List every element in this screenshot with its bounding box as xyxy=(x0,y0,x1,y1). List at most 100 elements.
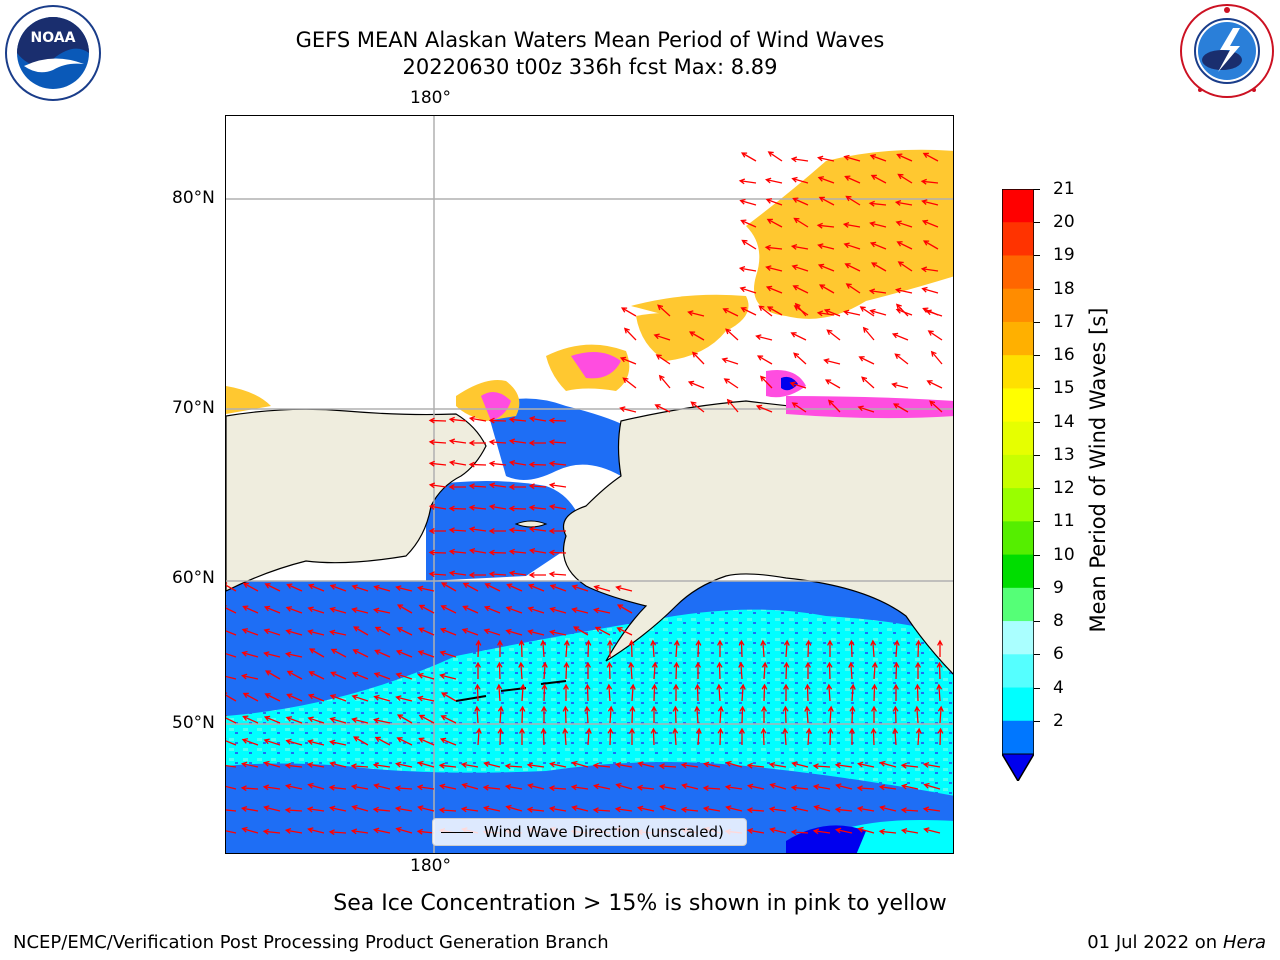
wave-direction-arrow xyxy=(673,661,680,680)
wave-direction-arrow xyxy=(717,727,724,746)
wave-direction-arrow xyxy=(783,639,790,658)
wave-direction-arrow xyxy=(448,570,467,577)
wave-direction-arrow xyxy=(620,307,637,317)
colorbar-segment xyxy=(1002,654,1034,689)
wave-direction-arrow xyxy=(740,307,757,316)
wave-direction-arrow xyxy=(926,380,943,389)
wave-direction-arrow xyxy=(519,727,525,745)
wave-direction-arrow xyxy=(937,727,944,746)
wave-direction-arrow xyxy=(439,627,457,636)
colorbar-tick-mark xyxy=(1034,488,1040,490)
wave-direction-arrow xyxy=(615,782,633,790)
wave-direction-arrow xyxy=(329,761,347,768)
wave-direction-arrow xyxy=(793,217,809,228)
wave-direction-arrow xyxy=(307,716,325,724)
footer-date: 01 Jul 2022 on Hera xyxy=(1087,932,1266,953)
colorbar-segment xyxy=(1002,554,1034,589)
wave-direction-arrow xyxy=(242,605,259,614)
wave-direction-arrow xyxy=(416,784,435,791)
wave-direction-arrow xyxy=(823,358,841,365)
wave-direction-arrow xyxy=(417,805,435,812)
wave-direction-arrow xyxy=(418,737,435,746)
wave-direction-arrow xyxy=(541,661,548,680)
wave-direction-arrow xyxy=(658,374,671,389)
wave-direction-arrow xyxy=(262,784,281,791)
lat-label-60: 60°N xyxy=(172,568,215,588)
colorbar-tick-mark xyxy=(1034,587,1040,589)
wave-direction-arrow xyxy=(614,806,633,813)
wave-direction-arrow xyxy=(616,627,633,636)
wave-direction-arrow xyxy=(526,762,545,769)
wave-direction-arrow xyxy=(264,583,281,592)
map-canvas xyxy=(226,116,953,853)
wave-direction-arrow xyxy=(518,661,525,680)
wave-direction-arrow xyxy=(702,785,721,792)
wave-direction-arrow xyxy=(226,737,237,746)
wave-direction-arrow xyxy=(716,661,723,680)
legend-text: Wind Wave Direction (unscaled) xyxy=(484,823,724,841)
wave-direction-arrow xyxy=(508,527,527,534)
colorbar-tick-label: 15 xyxy=(1053,378,1075,399)
wave-direction-arrow xyxy=(789,381,807,389)
wave-direction-arrow xyxy=(497,727,504,746)
wave-direction-arrow xyxy=(827,727,834,746)
wave-direction-arrow xyxy=(448,505,467,512)
wave-direction-arrow xyxy=(755,404,773,413)
wave-direction-arrow xyxy=(835,783,853,790)
wave-direction-arrow xyxy=(468,504,487,511)
colorbar-tick-mark xyxy=(1034,554,1040,556)
wave-direction-arrow xyxy=(373,672,391,680)
colorbar-tick-mark xyxy=(1034,388,1040,390)
colorbar-extend-arrow xyxy=(1001,753,1035,782)
wave-direction-arrow xyxy=(740,152,757,162)
wave-direction-arrow xyxy=(651,683,658,702)
wave-direction-arrow xyxy=(921,199,939,206)
wave-direction-arrow xyxy=(726,398,739,413)
wave-direction-arrow xyxy=(628,639,635,658)
wave-direction-arrow xyxy=(264,693,281,702)
wave-direction-arrow xyxy=(496,661,503,680)
wave-direction-arrow xyxy=(508,484,526,490)
wave-direction-arrow xyxy=(842,222,861,228)
wave-direction-arrow xyxy=(813,804,831,812)
colorbar-tick-mark xyxy=(1034,222,1040,224)
wave-direction-arrow xyxy=(395,585,413,592)
colorbar-tick-label: 21 xyxy=(1053,179,1075,199)
wave-direction-arrow xyxy=(900,762,919,769)
wave-direction-arrow xyxy=(496,683,503,702)
wave-direction-arrow xyxy=(468,461,487,468)
sea-ice-chukchi-central-pink xyxy=(571,352,621,379)
wave-direction-arrow xyxy=(448,438,467,445)
wave-direction-arrow xyxy=(619,406,637,413)
wave-direction-arrow xyxy=(351,804,369,812)
wave-direction-arrow xyxy=(572,626,589,636)
wave-direction-arrow xyxy=(504,784,523,790)
wave-direction-arrow xyxy=(722,308,739,317)
wave-direction-arrow xyxy=(834,806,853,813)
wave-direction-arrow xyxy=(760,639,767,658)
sea-ice-caption: Sea Ice Concentration > 15% is shown in … xyxy=(333,891,947,916)
wave-direction-arrow xyxy=(262,828,281,835)
wave-direction-arrow xyxy=(879,805,897,812)
title-line-1: GEFS MEAN Alaskan Waters Mean Period of … xyxy=(295,28,885,52)
wave-direction-arrow xyxy=(474,705,481,724)
wave-direction-arrow xyxy=(844,263,861,272)
wave-direction-arrow xyxy=(307,693,325,702)
wave-direction-arrow xyxy=(439,783,457,790)
wave-direction-arrow xyxy=(448,460,467,466)
wave-direction-arrow xyxy=(440,715,457,724)
wave-direction-arrow xyxy=(226,830,237,834)
wave-direction-arrow xyxy=(817,243,835,250)
wave-direction-arrow xyxy=(937,705,944,724)
map-legend: Wind Wave Direction (unscaled) xyxy=(432,818,747,846)
wave-direction-arrow xyxy=(695,727,702,746)
colorbar-outline xyxy=(1001,188,1035,783)
wave-direction-arrow xyxy=(878,784,897,791)
wave-direction-arrow xyxy=(761,705,767,723)
wave-direction-arrow xyxy=(351,694,369,702)
wave-direction-arrow xyxy=(738,178,757,185)
wave-direction-arrow xyxy=(372,762,391,769)
wave-direction-arrow xyxy=(226,653,237,658)
wave-direction-arrow xyxy=(893,639,900,658)
wave-direction-arrow xyxy=(871,661,878,680)
